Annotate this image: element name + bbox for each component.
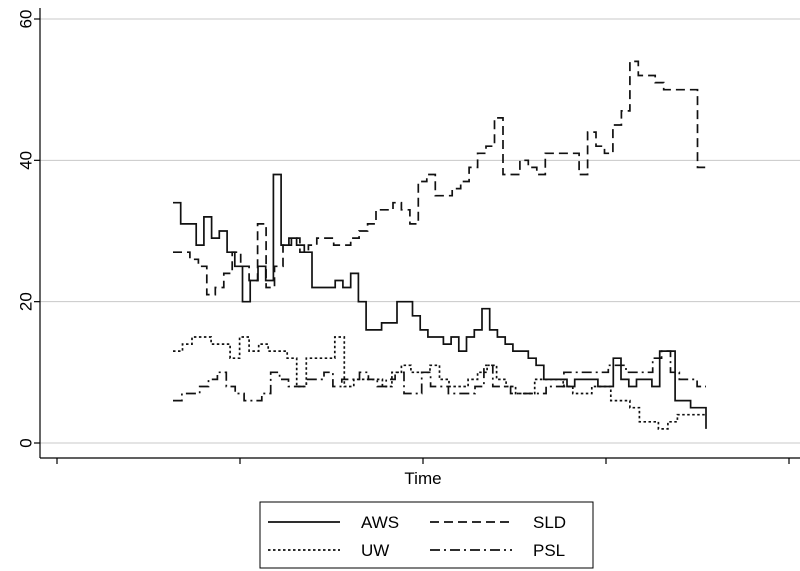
legend-label-sld: SLD xyxy=(533,513,566,532)
series-line-sld xyxy=(173,60,706,296)
y-axis: 0 20 40 60 xyxy=(17,8,41,458)
legend: AWS SLD UW PSL xyxy=(259,501,594,569)
x-axis xyxy=(40,457,800,464)
legend-label-psl: PSL xyxy=(533,541,565,560)
series-line-psl xyxy=(173,350,706,402)
y-tick-label: 40 xyxy=(17,151,36,170)
y-tick-label: 60 xyxy=(17,10,36,29)
series-lines xyxy=(173,60,707,430)
legend-label-uw: UW xyxy=(361,541,389,560)
y-tick-label: 0 xyxy=(17,438,36,447)
y-tick-label: 20 xyxy=(17,292,36,311)
legend-label-aws: AWS xyxy=(361,513,399,532)
legend-box xyxy=(259,501,594,569)
series-line-uw xyxy=(173,336,706,430)
x-axis-label: Time xyxy=(404,469,441,488)
gridlines xyxy=(40,18,800,444)
